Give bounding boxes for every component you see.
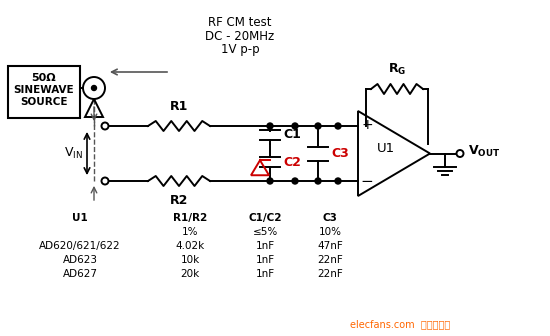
Text: C2: C2 xyxy=(283,156,301,169)
Text: DC - 20MHz: DC - 20MHz xyxy=(205,30,274,42)
Text: $\mathregular{V_{OUT}}$: $\mathregular{V_{OUT}}$ xyxy=(468,144,501,159)
Text: AD623: AD623 xyxy=(63,255,97,265)
Text: U1: U1 xyxy=(377,142,395,155)
Circle shape xyxy=(292,178,298,184)
Text: −: − xyxy=(361,174,373,190)
Text: 1nF: 1nF xyxy=(255,241,274,251)
Text: RF CM test: RF CM test xyxy=(208,16,272,30)
Text: R2: R2 xyxy=(170,194,188,207)
Circle shape xyxy=(267,178,273,184)
Text: R1/R2: R1/R2 xyxy=(173,213,207,223)
Circle shape xyxy=(102,177,108,184)
Text: 1nF: 1nF xyxy=(255,269,274,279)
Text: R1: R1 xyxy=(170,100,188,113)
Text: U1: U1 xyxy=(72,213,88,223)
Circle shape xyxy=(456,150,464,157)
Circle shape xyxy=(102,123,108,129)
Circle shape xyxy=(315,123,321,129)
Text: 47nF: 47nF xyxy=(317,241,343,251)
Text: $\mathregular{V_{IN}}$: $\mathregular{V_{IN}}$ xyxy=(63,146,82,161)
Text: 1nF: 1nF xyxy=(255,255,274,265)
Text: 10k: 10k xyxy=(180,255,200,265)
Text: elecfans.com  电子发烧友: elecfans.com 电子发烧友 xyxy=(350,319,450,329)
FancyBboxPatch shape xyxy=(8,66,80,118)
Text: 50Ω: 50Ω xyxy=(32,73,56,83)
Circle shape xyxy=(335,178,341,184)
Text: 4.02k: 4.02k xyxy=(175,241,205,251)
Text: AD627: AD627 xyxy=(63,269,97,279)
Text: 22nF: 22nF xyxy=(317,255,343,265)
Text: 20k: 20k xyxy=(180,269,200,279)
Circle shape xyxy=(267,123,273,129)
Circle shape xyxy=(83,77,105,99)
Text: 22nF: 22nF xyxy=(317,269,343,279)
Text: ≤5%: ≤5% xyxy=(252,227,278,237)
Text: AD620/621/622: AD620/621/622 xyxy=(39,241,121,251)
Text: 1%: 1% xyxy=(182,227,198,237)
Text: 10%: 10% xyxy=(318,227,342,237)
Circle shape xyxy=(292,123,298,129)
Text: SOURCE: SOURCE xyxy=(20,97,68,107)
Text: C3: C3 xyxy=(331,147,349,160)
Text: 1V p-p: 1V p-p xyxy=(221,42,259,55)
Circle shape xyxy=(91,85,96,90)
Circle shape xyxy=(315,178,321,184)
Text: C3: C3 xyxy=(322,213,338,223)
Text: $\mathregular{R_G}$: $\mathregular{R_G}$ xyxy=(388,62,406,77)
Text: +: + xyxy=(361,118,373,132)
Circle shape xyxy=(335,123,341,129)
Text: SINEWAVE: SINEWAVE xyxy=(14,85,74,95)
Text: C1/C2: C1/C2 xyxy=(248,213,282,223)
Text: C1: C1 xyxy=(283,128,301,141)
